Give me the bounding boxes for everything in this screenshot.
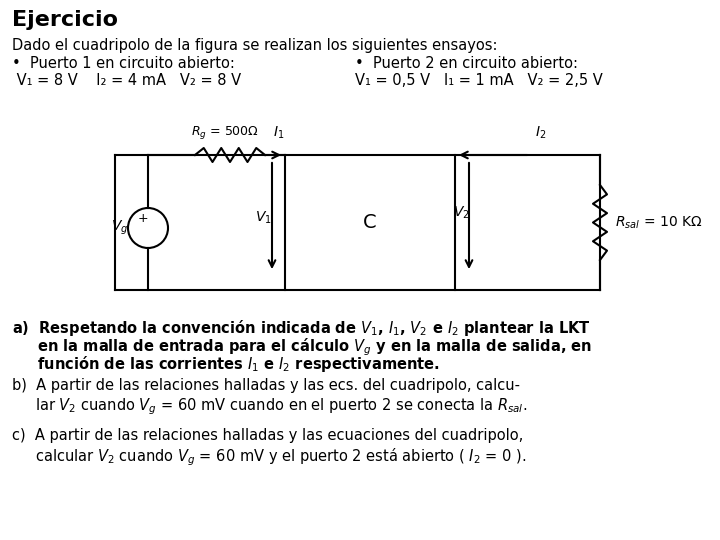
Text: C: C [363, 213, 377, 232]
Text: función de las corrientes $I_1$ e $I_2$ respectivamente.: función de las corrientes $I_1$ e $I_2$ … [12, 354, 440, 374]
Text: $V_g$: $V_g$ [112, 219, 129, 237]
Text: calcular $V_2$ cuando $V_g$ = 60 mV y el puerto 2 está abierto ( $I_2$ = 0 ).: calcular $V_2$ cuando $V_g$ = 60 mV y el… [12, 446, 526, 468]
Text: $I_2$: $I_2$ [535, 125, 546, 141]
Text: V₁ = 0,5 V   I₁ = 1 mA   V₂ = 2,5 V: V₁ = 0,5 V I₁ = 1 mA V₂ = 2,5 V [355, 73, 603, 88]
Text: b)  A partir de las relaciones halladas y las ecs. del cuadripolo, calcu-: b) A partir de las relaciones halladas y… [12, 378, 520, 393]
Text: $I_1$: $I_1$ [273, 125, 284, 141]
Text: $R_g$ = 500Ω: $R_g$ = 500Ω [191, 124, 259, 141]
Text: Dado el cuadripolo de la figura se realizan los siguientes ensayos:: Dado el cuadripolo de la figura se reali… [12, 38, 498, 53]
Text: $V_1$: $V_1$ [256, 210, 272, 226]
Text: a)  Respetando la convención indicada de $V_1$, $I_1$, $V_2$ e $I_2$ plantear la: a) Respetando la convención indicada de … [12, 318, 591, 338]
Text: +: + [138, 213, 148, 226]
Text: •  Puerto 1 en circuito abierto:: • Puerto 1 en circuito abierto: [12, 56, 235, 71]
Text: $R_{sal}$ = 10 KΩ: $R_{sal}$ = 10 KΩ [615, 214, 703, 231]
Bar [285, 155, 455, 290]
Text: c)  A partir de las relaciones halladas y las ecuaciones del cuadripolo,: c) A partir de las relaciones halladas y… [12, 428, 523, 443]
Text: $V_2$: $V_2$ [454, 204, 470, 221]
Text: V₁ = 8 V    I₂ = 4 mA   V₂ = 8 V: V₁ = 8 V I₂ = 4 mA V₂ = 8 V [12, 73, 241, 88]
Text: en la malla de entrada para el cálculo $V_g$ y en la malla de salida, en: en la malla de entrada para el cálculo $… [12, 336, 592, 357]
Text: Ejercicio: Ejercicio [12, 10, 118, 30]
Text: •  Puerto 2 en circuito abierto:: • Puerto 2 en circuito abierto: [355, 56, 578, 71]
Text: lar $V_2$ cuando $V_g$ = 60 mV cuando en el puerto 2 se conecta la $R_{sal}$.: lar $V_2$ cuando $V_g$ = 60 mV cuando en… [12, 396, 527, 416]
